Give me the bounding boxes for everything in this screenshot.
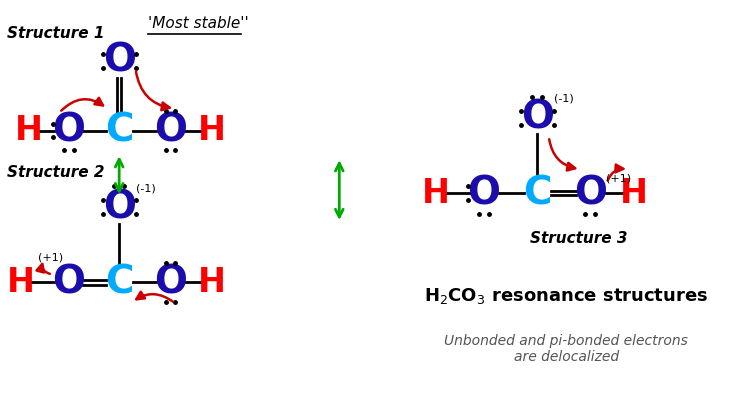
Text: O: O xyxy=(103,188,136,226)
Text: Structure 3: Structure 3 xyxy=(531,231,628,246)
Text: O: O xyxy=(154,264,187,301)
Text: 'Most stable'': 'Most stable'' xyxy=(148,16,249,31)
Text: O: O xyxy=(154,112,187,149)
Text: (+1): (+1) xyxy=(38,253,64,263)
Text: H: H xyxy=(7,266,35,299)
Text: H: H xyxy=(198,114,226,147)
Text: (-1): (-1) xyxy=(135,183,155,193)
Text: (-1): (-1) xyxy=(554,94,573,104)
Text: Unbonded and pi-bonded electrons
are delocalized: Unbonded and pi-bonded electrons are del… xyxy=(444,334,688,364)
Text: C: C xyxy=(523,174,551,212)
Text: O: O xyxy=(52,112,86,149)
Text: H: H xyxy=(198,266,226,299)
Text: O: O xyxy=(52,264,86,301)
Text: H: H xyxy=(620,177,648,210)
Text: H: H xyxy=(15,114,42,147)
Text: C: C xyxy=(105,264,134,301)
Text: Structure 1: Structure 1 xyxy=(7,26,105,41)
Text: O: O xyxy=(521,99,554,137)
Text: O: O xyxy=(573,174,607,212)
Text: H$_2$CO$_3$ resonance structures: H$_2$CO$_3$ resonance structures xyxy=(424,286,708,306)
Text: (+1): (+1) xyxy=(606,173,631,183)
Text: C: C xyxy=(105,112,134,149)
Text: Structure 2: Structure 2 xyxy=(7,165,105,180)
Text: O: O xyxy=(468,174,500,212)
Text: H: H xyxy=(422,177,450,210)
Text: O: O xyxy=(103,42,136,80)
